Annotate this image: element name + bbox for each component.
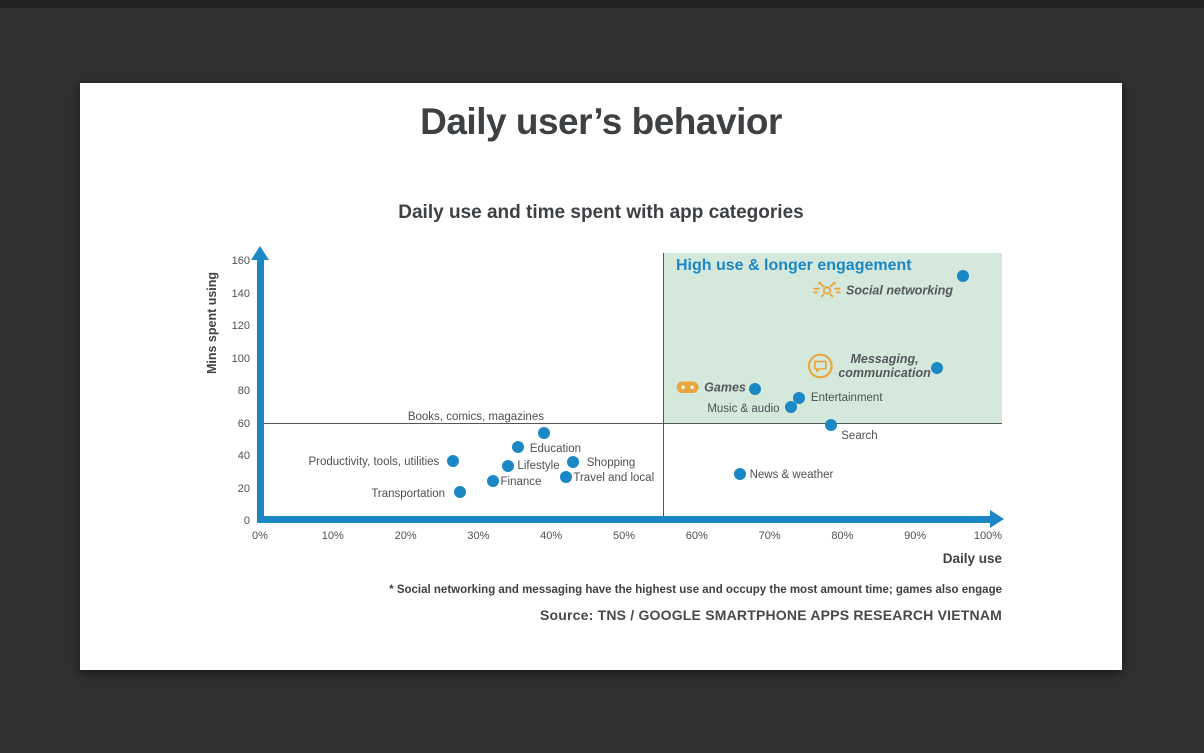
y-tick-80: 80 — [237, 385, 250, 397]
slide-title: Daily user’s behavior — [420, 101, 782, 142]
point-label-text-entertainment: Entertainment — [810, 391, 883, 404]
x-tick-60: 60% — [685, 530, 708, 542]
y-axis-arrow-icon — [251, 246, 269, 260]
y-tick-140: 140 — [231, 287, 250, 300]
point-label-text-productivity-tools-utilities: Productivity, tools, utilities — [308, 455, 440, 468]
x-tick-100: 100% — [973, 530, 1003, 542]
y-tick-60: 60 — [237, 417, 250, 430]
y-tick-40: 40 — [237, 450, 250, 462]
point-label-shopping: Shopping — [587, 457, 636, 469]
point-label-text-travel-and-local: Travel and local — [573, 472, 655, 485]
point-label-text-lifestyle: Lifestyle — [517, 459, 560, 472]
point-dot-messaging-communication — [931, 362, 944, 375]
point-label-entertainment: Entertainment — [811, 392, 883, 404]
point-label-social-networking: Social networking — [812, 280, 953, 301]
y-tick-20: 20 — [237, 482, 250, 495]
chart-title: Daily use and time spent with app catego… — [398, 202, 804, 223]
point-dot-search — [825, 419, 838, 432]
point-label-music-audio: Music & audio — [707, 403, 779, 415]
point-dot-education — [512, 441, 525, 454]
y-threshold-line — [257, 423, 1002, 424]
point-dot-entertainment — [792, 391, 805, 404]
point-label-text-games: Games — [704, 380, 746, 395]
chat-bubble-icon — [807, 353, 833, 379]
top-dark-strip — [0, 0, 1204, 8]
source-line: Source: TNS / GOOGLE SMARTPHONE APPS RES… — [539, 607, 1002, 623]
x-tick-50: 50% — [612, 530, 636, 542]
footnote: * Social networking and messaging have t… — [389, 584, 1002, 596]
x-threshold-line — [663, 253, 664, 523]
y-tick-100: 100 — [231, 352, 250, 365]
point-label-games: Games — [676, 380, 746, 395]
gamepad-icon — [676, 380, 699, 395]
x-tick-70: 70% — [758, 530, 781, 542]
x-tick-20: 20% — [394, 530, 417, 542]
y-tick-120: 120 — [231, 320, 250, 332]
x-axis — [257, 516, 992, 523]
quadrant-label: High use & longer engagement — [676, 257, 912, 274]
point-dot-productivity-tools-utilities — [446, 454, 459, 467]
point-label-transportation: Transportation — [371, 488, 445, 500]
point-label-text-shopping: Shopping — [586, 456, 636, 469]
presentation-slide: Daily user’s behavior Daily use and time… — [80, 83, 1122, 670]
point-label-news-weather: News & weather — [750, 469, 834, 481]
point-label-text-music-audio: Music & audio — [707, 403, 780, 416]
x-axis-arrow-icon — [990, 510, 1004, 528]
point-label-text-books-comics-magazines: Books, comics, magazines — [407, 411, 544, 424]
point-label-search: Search — [841, 430, 877, 442]
point-label-finance: Finance — [500, 476, 541, 488]
point-dot-transportation — [454, 485, 467, 498]
point-label-text-news-weather: News & weather — [749, 468, 834, 481]
point-label-text-finance: Finance — [500, 476, 542, 489]
point-label-text-education: Education — [529, 443, 582, 456]
high-use-quadrant-box — [663, 253, 1002, 423]
point-label-messaging-communication: Messaging, communication — [807, 352, 931, 381]
x-tick-80: 80% — [831, 530, 854, 542]
point-dot-music-audio — [785, 401, 798, 414]
y-tick-0: 0 — [243, 515, 250, 527]
x-axis-title: Daily use — [942, 551, 1002, 566]
point-label-travel-and-local: Travel and local — [573, 472, 654, 484]
y-tick-160: 160 — [231, 255, 250, 267]
point-label-text-transportation: Transportation — [371, 487, 446, 500]
point-dot-travel-and-local — [559, 471, 572, 484]
scatter-chart: High use & longer engagement Mins spent … — [80, 83, 1122, 670]
x-tick-40: 40% — [540, 530, 563, 542]
point-dot-finance — [486, 475, 499, 488]
y-axis — [257, 258, 264, 522]
point-dot-lifestyle — [501, 459, 514, 472]
x-tick-90: 90% — [904, 530, 927, 542]
point-dot-games — [749, 383, 762, 396]
x-tick-30: 30% — [467, 530, 490, 542]
point-label-text-search: Search — [841, 430, 878, 443]
point-label-books-comics-magazines: Books, comics, magazines — [408, 411, 544, 423]
x-tick-0: 0% — [252, 530, 268, 542]
point-label-lifestyle: Lifestyle — [517, 460, 559, 472]
point-dot-shopping — [567, 455, 580, 468]
point-label-education: Education — [530, 443, 581, 455]
point-label-productivity-tools-utilities: Productivity, tools, utilities — [309, 456, 440, 468]
network-burst-icon — [812, 280, 841, 301]
point-label-text-messaging-communication: Messaging, communication — [838, 352, 931, 381]
point-label-text-social-networking: Social networking — [846, 283, 953, 298]
point-dot-social-networking — [956, 269, 969, 282]
point-dot-news-weather — [734, 467, 747, 480]
point-dot-books-comics-magazines — [537, 427, 550, 440]
x-tick-10: 10% — [321, 530, 344, 542]
